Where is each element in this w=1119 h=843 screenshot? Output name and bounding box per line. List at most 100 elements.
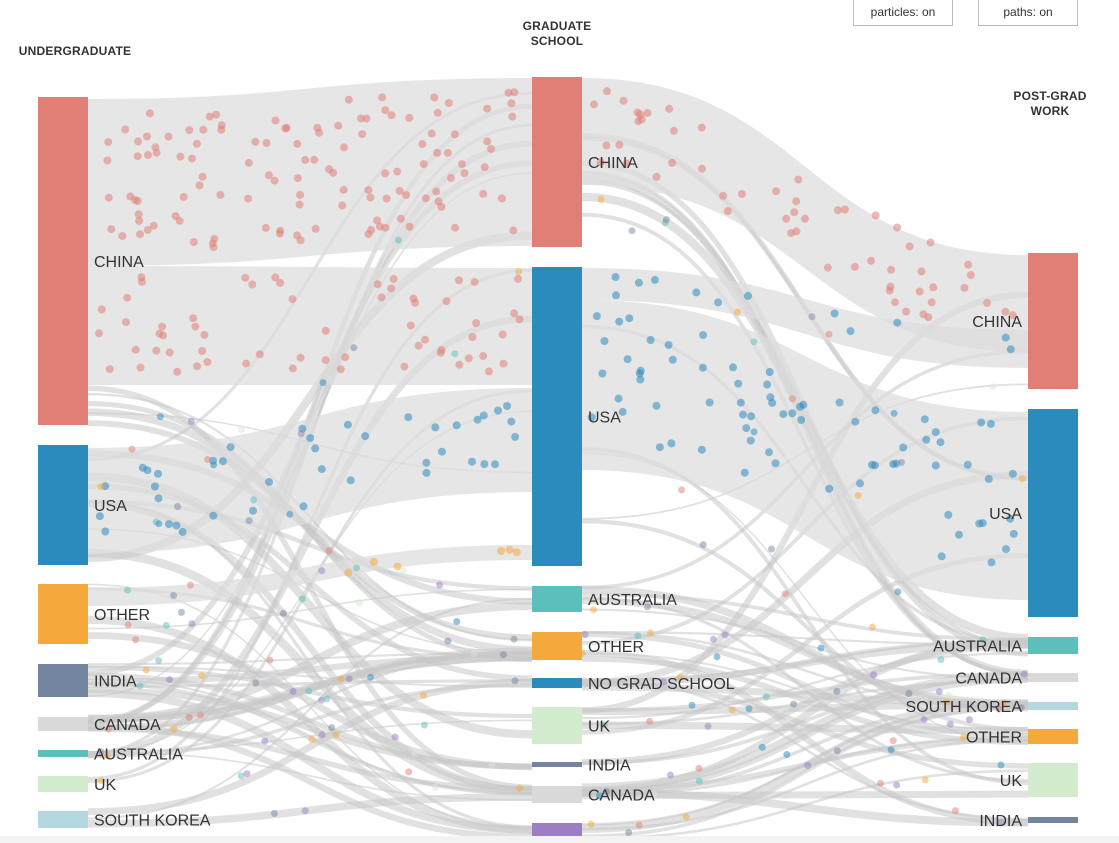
flow-particle	[171, 212, 180, 221]
node-label-postgrad-usa: USA	[989, 506, 1022, 523]
node-undergrad-australia[interactable]	[38, 750, 88, 757]
flow-particle	[242, 359, 251, 368]
flow-particle	[103, 156, 112, 165]
node-label-postgrad-canada: CANADA	[955, 671, 1022, 688]
node-grad-unlabeled[interactable]	[532, 823, 582, 839]
flow-particle	[345, 675, 353, 683]
flow-particle	[510, 309, 519, 318]
flow-particle	[419, 160, 428, 169]
flow-particle	[377, 293, 386, 302]
flow-particle	[511, 432, 520, 441]
flow-particle	[305, 687, 313, 695]
flow-particle	[964, 260, 973, 269]
flow-particle	[244, 194, 253, 203]
flow-particle	[920, 415, 929, 424]
flow-particle	[438, 447, 446, 456]
flow-particle	[124, 586, 131, 594]
flow-particle	[739, 410, 747, 419]
flow-particle	[382, 194, 391, 203]
flow-particle	[339, 185, 348, 194]
node-undergrad-china[interactable]	[38, 97, 88, 425]
node-grad-usa[interactable]	[532, 267, 582, 566]
flow-particle	[420, 692, 428, 699]
node-postgrad-india[interactable]	[1028, 817, 1078, 823]
node-grad-canada[interactable]	[532, 786, 582, 803]
flow-particle	[334, 121, 343, 130]
flow-particle	[498, 330, 507, 339]
flow-particle	[995, 705, 1003, 713]
node-postgrad-australia[interactable]	[1028, 637, 1078, 654]
flow-particle	[697, 123, 706, 132]
node-postgrad-china[interactable]	[1028, 253, 1078, 389]
flow-particle	[451, 350, 459, 358]
flow-particle	[422, 468, 431, 477]
flow-particle	[699, 331, 708, 340]
node-undergrad-uk[interactable]	[38, 776, 88, 792]
flow-particle	[341, 353, 350, 362]
flow-particle	[293, 139, 302, 148]
flow-particle	[944, 510, 953, 519]
node-postgrad-other[interactable]	[1028, 729, 1078, 744]
flow-particle	[676, 674, 684, 681]
flow-particle	[209, 511, 218, 520]
flow-particle	[245, 517, 253, 525]
flow-particle	[470, 277, 479, 286]
node-undergrad-south-korea[interactable]	[38, 811, 88, 828]
node-grad-uk[interactable]	[532, 707, 582, 744]
flow-particle	[833, 687, 841, 695]
flow-particle	[447, 174, 455, 182]
flow-path-line	[581, 519, 1029, 732]
flow-particle	[389, 275, 398, 283]
node-undergrad-canada[interactable]	[38, 717, 88, 731]
node-grad-india[interactable]	[532, 762, 582, 767]
flow-particle	[783, 751, 791, 758]
flow-particle	[204, 456, 211, 463]
node-undergrad-other[interactable]	[38, 584, 88, 644]
node-grad-australia[interactable]	[532, 586, 582, 612]
flow-particle	[698, 164, 706, 173]
flow-particle	[747, 412, 756, 421]
flow-particle	[288, 295, 297, 304]
node-grad-other[interactable]	[532, 632, 582, 660]
flow-particle	[946, 720, 954, 728]
flow-particle	[984, 475, 993, 483]
flow-particle	[899, 443, 908, 452]
paths-toggle-button[interactable]: paths: on	[978, 0, 1078, 26]
node-grad-no-grad-school[interactable]	[532, 678, 582, 688]
flow-particle	[325, 165, 333, 174]
flow-particle	[270, 810, 278, 817]
flow-particle	[823, 263, 832, 272]
flow-particle	[318, 567, 326, 575]
flow-particle	[615, 317, 624, 326]
flow-particle	[189, 238, 198, 246]
flow-particle	[856, 479, 864, 488]
flow-particle	[762, 693, 770, 701]
flow-particle	[156, 413, 164, 421]
particles-toggle-button[interactable]: particles: on	[853, 0, 953, 26]
node-undergrad-india[interactable]	[38, 664, 88, 697]
flow-particle	[367, 673, 374, 681]
flow-particle	[414, 341, 423, 350]
flow-particle	[276, 278, 285, 287]
flow-particle	[699, 541, 707, 549]
node-postgrad-south-korea[interactable]	[1028, 702, 1078, 710]
flow-particle	[668, 355, 677, 364]
flow-particle	[162, 621, 170, 629]
flow-particle	[491, 460, 499, 469]
flow-path-line	[87, 616, 533, 834]
flow-particle	[929, 283, 938, 292]
node-grad-china[interactable]	[532, 77, 582, 247]
flow-particle	[997, 761, 1005, 769]
flow-particle	[381, 169, 390, 178]
flow-particle	[237, 772, 245, 780]
node-undergrad-usa[interactable]	[38, 445, 88, 565]
flow-particle	[262, 139, 271, 147]
node-postgrad-usa[interactable]	[1028, 409, 1078, 617]
flow-particle	[667, 439, 676, 448]
flow-particle	[321, 326, 330, 335]
flow-particle	[279, 609, 287, 617]
node-postgrad-canada[interactable]	[1028, 673, 1078, 682]
band-usa-grad-to-usa-post	[582, 300, 1028, 585]
node-postgrad-uk[interactable]	[1028, 763, 1078, 797]
flow-particle	[444, 637, 452, 645]
